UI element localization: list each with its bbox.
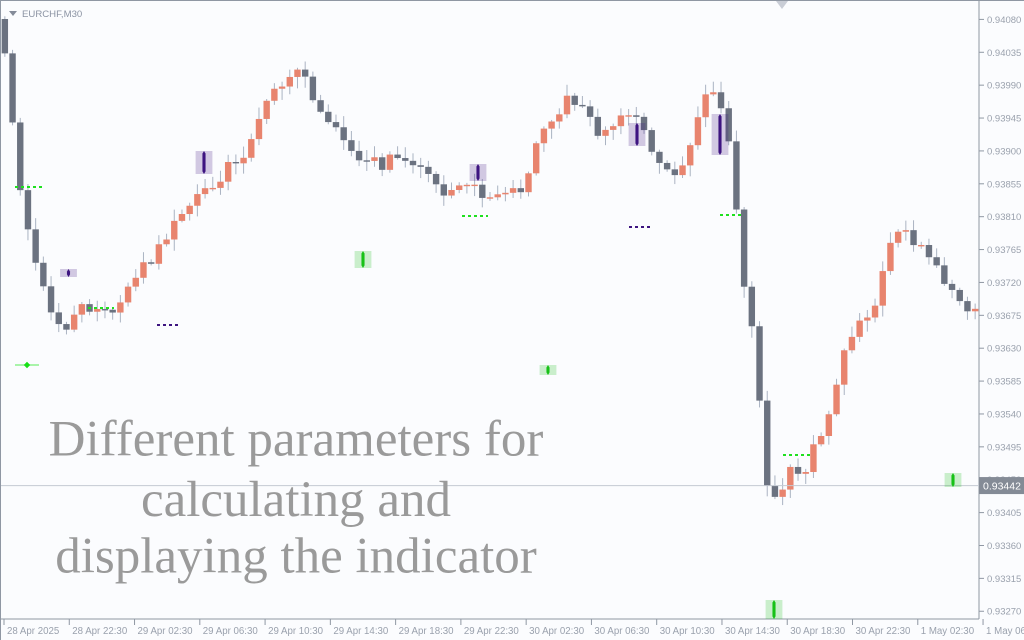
svg-text:30 Apr 18:30: 30 Apr 18:30 [790,626,846,637]
svg-text:0.93442: 0.93442 [983,481,1021,493]
svg-text:29 Apr 18:30: 29 Apr 18:30 [399,626,455,637]
svg-text:30 Apr 02:30: 30 Apr 02:30 [529,626,585,637]
svg-text:calculating and: calculating and [141,472,451,528]
svg-text:30 Apr 22:30: 30 Apr 22:30 [856,626,912,637]
svg-text:29 Apr 10:30: 29 Apr 10:30 [268,626,324,637]
svg-text:0.93630: 0.93630 [987,344,1021,355]
svg-text:29 Apr 14:30: 29 Apr 14:30 [333,626,389,637]
svg-text:0.93495: 0.93495 [987,442,1021,453]
svg-text:displaying the indicator: displaying the indicator [55,528,537,584]
svg-text:30 Apr 14:30: 30 Apr 14:30 [725,626,781,637]
svg-text:1 May 06:30: 1 May 06:30 [986,626,1024,637]
svg-text:EURCHF,M30: EURCHF,M30 [22,9,82,20]
svg-text:0.93675: 0.93675 [987,311,1021,322]
svg-text:0.93405: 0.93405 [987,508,1021,519]
svg-text:0.94080: 0.94080 [987,15,1021,26]
svg-text:1 May 02:30: 1 May 02:30 [921,626,975,637]
svg-text:0.93810: 0.93810 [987,212,1021,223]
svg-text:Different parameters for: Different parameters for [49,412,544,468]
svg-text:29 Apr 02:30: 29 Apr 02:30 [138,626,194,637]
svg-text:30 Apr 10:30: 30 Apr 10:30 [660,626,716,637]
svg-text:0.93585: 0.93585 [987,377,1021,388]
svg-text:28 Apr 2025: 28 Apr 2025 [7,626,59,637]
svg-text:0.93855: 0.93855 [987,179,1021,190]
svg-text:0.93540: 0.93540 [987,409,1021,420]
svg-text:0.93270: 0.93270 [987,607,1021,618]
svg-text:29 Apr 06:30: 29 Apr 06:30 [203,626,259,637]
svg-text:0.93360: 0.93360 [987,541,1021,552]
svg-text:0.93315: 0.93315 [987,574,1021,585]
svg-text:0.93900: 0.93900 [987,146,1021,157]
svg-text:0.93720: 0.93720 [987,278,1021,289]
svg-text:30 Apr 06:30: 30 Apr 06:30 [594,626,650,637]
svg-text:0.94035: 0.94035 [987,48,1021,59]
svg-text:0.93945: 0.93945 [987,114,1021,125]
svg-text:0.93990: 0.93990 [987,81,1021,92]
svg-text:0.93765: 0.93765 [987,245,1021,256]
svg-text:28 Apr 22:30: 28 Apr 22:30 [72,626,128,637]
svg-text:29 Apr 22:30: 29 Apr 22:30 [464,626,520,637]
